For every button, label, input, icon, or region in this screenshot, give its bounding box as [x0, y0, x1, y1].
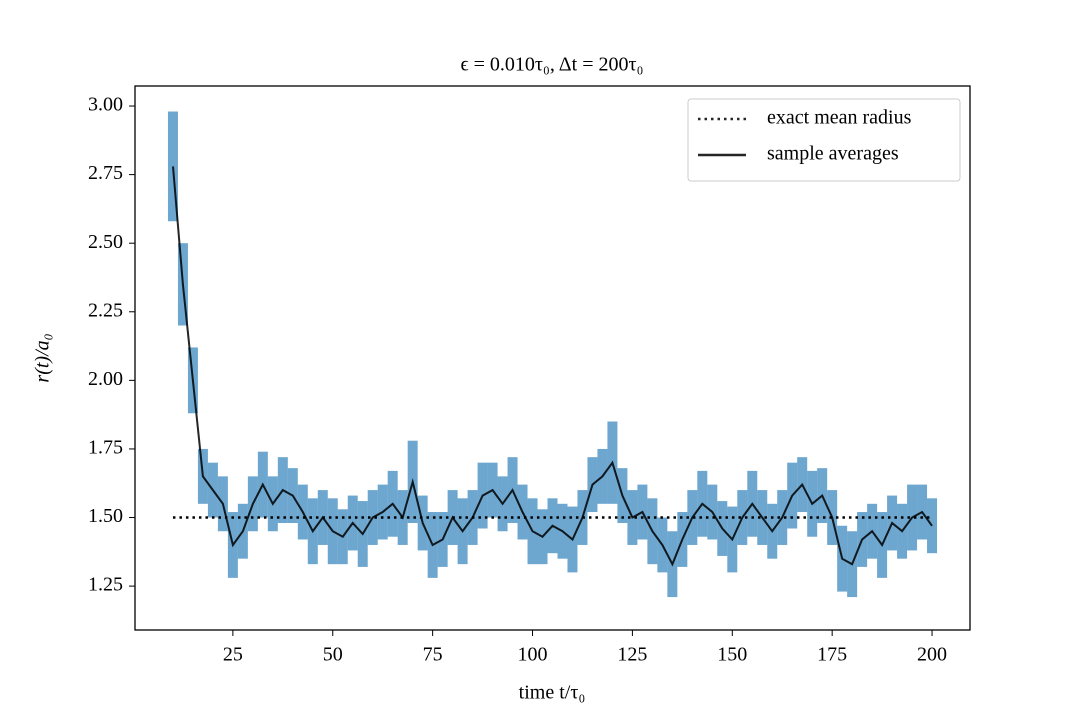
x-tick-label: 150 — [717, 644, 747, 666]
x-tick-label: 200 — [917, 644, 947, 666]
y-tick-label: 1.75 — [88, 437, 123, 459]
error-band — [167, 111, 178, 222]
y-tick-label: 2.25 — [88, 299, 123, 321]
x-axis-label: time t/τ₀ — [519, 682, 586, 704]
x-tick-label: 125 — [617, 644, 647, 666]
legend-label: exact mean radius — [767, 107, 912, 129]
y-axis-label: r(t)/a₀ — [32, 333, 54, 382]
legend-box — [687, 98, 961, 182]
y-tick-label: 3.00 — [88, 94, 123, 116]
x-tick-label: 25 — [223, 644, 243, 666]
chart-title: ϵ = 0.010τ₀, Δt = 200τ₀ — [461, 54, 644, 76]
plot-frame — [134, 85, 971, 631]
data-line — [172, 166, 933, 567]
x-tick-label: 50 — [323, 644, 343, 666]
y-tick-label: 2.50 — [88, 231, 123, 253]
y-tick-label: 2.00 — [88, 368, 123, 390]
x-tick-label: 75 — [423, 644, 443, 666]
x-tick-label: 175 — [817, 644, 847, 666]
x-tick-label: 100 — [518, 644, 548, 666]
y-tick-label: 2.75 — [88, 162, 123, 184]
y-tick-label: 1.50 — [88, 505, 123, 527]
legend-label: sample averages — [767, 143, 899, 165]
y-tick-label: 1.25 — [88, 574, 123, 596]
